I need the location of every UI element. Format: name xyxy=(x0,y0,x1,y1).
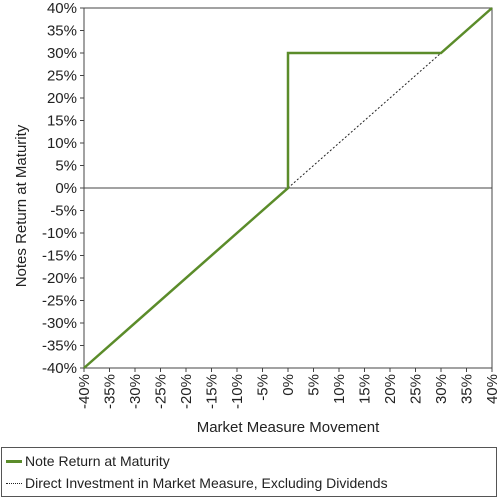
series-note-return-line xyxy=(83,7,493,369)
x-tick-label: -25% xyxy=(153,374,170,409)
legend-swatch-solid xyxy=(6,459,22,463)
x-tick-label: -35% xyxy=(102,374,119,409)
x-tick-label: -20% xyxy=(178,374,195,409)
y-tick-label: 25% xyxy=(47,68,77,85)
payoff-chart: 40% 35% 30% 25% 20% 15% 10% 5% 0% -5% -10% -15% -20%… xyxy=(13,0,500,436)
y-tick-label: 5% xyxy=(55,158,77,175)
y-tick-label: -25% xyxy=(42,293,77,310)
x-tick-label: 20% xyxy=(382,374,399,404)
y-tick-label: 0% xyxy=(55,180,77,197)
series-lines xyxy=(83,7,493,369)
legend-item-note-return: Note Return at Maturity xyxy=(6,450,170,472)
legend-swatch-dotted xyxy=(6,482,22,484)
y-tick-label: 40% xyxy=(47,0,77,17)
y-tick-label: -5% xyxy=(50,203,77,220)
y-tick-label: -40% xyxy=(42,360,77,377)
y-tick-label: -35% xyxy=(42,338,77,355)
x-tick-label: 10% xyxy=(331,374,348,404)
x-tick-label: 15% xyxy=(357,374,374,404)
y-tick-label: -15% xyxy=(42,248,77,265)
x-tick-label: 5% xyxy=(306,374,323,396)
y-tick-label: -30% xyxy=(42,315,77,332)
y-tick-label: 30% xyxy=(47,45,77,62)
x-axis-label: Market Measure Movement xyxy=(197,419,380,436)
legend-label: Direct Investment in Market Measure, Exc… xyxy=(25,475,388,491)
x-tick-label: -30% xyxy=(127,374,144,409)
y-axis-label: Notes Return at Maturity xyxy=(13,124,30,287)
y-tick-label: 15% xyxy=(47,113,77,130)
y-tick-label: -20% xyxy=(42,270,77,287)
x-tick-label: 25% xyxy=(408,374,425,404)
y-tick-label: 10% xyxy=(47,135,77,152)
legend-item-direct-investment: Direct Investment in Market Measure, Exc… xyxy=(6,472,388,494)
legend-label: Note Return at Maturity xyxy=(25,453,170,469)
y-axis-ticks: 40% 35% 30% 25% 20% 15% 10% 5% 0% -5% -10% -15% -20%… xyxy=(42,0,84,377)
x-tick-label: -15% xyxy=(204,374,221,409)
legend: Note Return at Maturity Direct Investmen… xyxy=(1,447,497,497)
x-tick-label: 0% xyxy=(280,374,297,396)
x-tick-label: 40% xyxy=(484,374,500,404)
x-tick-label: 30% xyxy=(433,374,450,404)
x-tick-label: -10% xyxy=(229,374,246,409)
y-tick-label: -10% xyxy=(42,225,77,242)
y-tick-label: 20% xyxy=(47,90,77,107)
x-tick-label: -40% xyxy=(76,374,93,409)
x-tick-label: -5% xyxy=(255,374,272,401)
series-direct-investment-line xyxy=(287,52,442,189)
y-tick-label: 35% xyxy=(47,23,77,40)
x-tick-label: 35% xyxy=(459,374,476,404)
x-axis-ticks: -40% -35% -30% -25% -20% -15% -10% -5% 0% 5% 10% 15… xyxy=(76,368,500,409)
